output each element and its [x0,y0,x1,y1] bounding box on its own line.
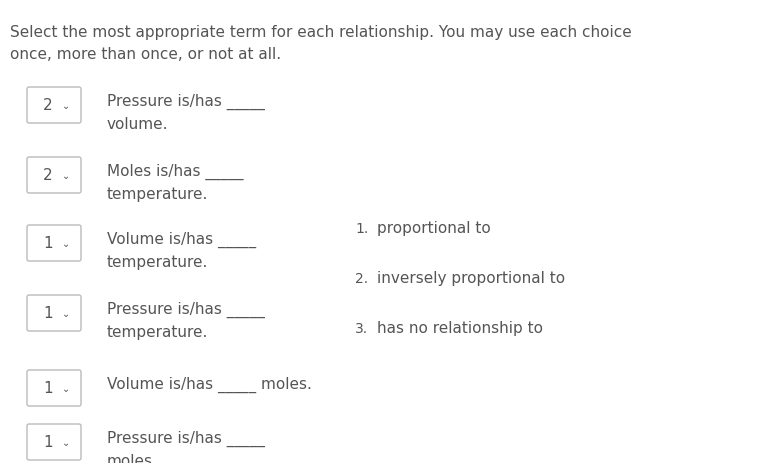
Text: temperature.: temperature. [107,324,209,339]
FancyBboxPatch shape [27,424,81,460]
FancyBboxPatch shape [27,370,81,406]
Text: temperature.: temperature. [107,187,209,201]
Text: ⌄: ⌄ [62,437,71,447]
Text: 1: 1 [43,306,53,321]
FancyBboxPatch shape [27,158,81,194]
Text: ⌄: ⌄ [62,308,71,319]
Text: Pressure is/has _____: Pressure is/has _____ [107,430,265,446]
Text: Volume is/has _____: Volume is/has _____ [107,232,256,248]
Text: ⌄: ⌄ [62,238,71,249]
Text: temperature.: temperature. [107,255,209,269]
Text: Pressure is/has _____: Pressure is/has _____ [107,301,265,318]
FancyBboxPatch shape [27,225,81,262]
Text: 2: 2 [43,168,53,183]
Text: Pressure is/has _____: Pressure is/has _____ [107,94,265,110]
FancyBboxPatch shape [27,295,81,332]
Text: Select the most appropriate term for each relationship. You may use each choice: Select the most appropriate term for eac… [10,25,631,40]
Text: volume.: volume. [107,117,169,131]
Text: 1: 1 [43,381,53,396]
Text: ⌄: ⌄ [62,383,71,393]
Text: 2.: 2. [355,271,368,285]
Text: Moles is/has _____: Moles is/has _____ [107,163,243,180]
Text: proportional to: proportional to [377,221,490,236]
Text: 2: 2 [43,98,53,113]
Text: 1: 1 [43,236,53,251]
Text: ⌄: ⌄ [62,101,71,111]
Text: 1.: 1. [355,221,368,236]
FancyBboxPatch shape [27,88,81,124]
Text: moles.: moles. [107,453,158,463]
Text: 1: 1 [43,435,53,450]
Text: 3.: 3. [355,321,368,335]
Text: ⌄: ⌄ [62,171,71,181]
Text: once, more than once, or not at all.: once, more than once, or not at all. [10,47,281,62]
Text: has no relationship to: has no relationship to [377,321,543,336]
Text: Volume is/has _____ moles.: Volume is/has _____ moles. [107,376,312,392]
Text: inversely proportional to: inversely proportional to [377,271,565,286]
